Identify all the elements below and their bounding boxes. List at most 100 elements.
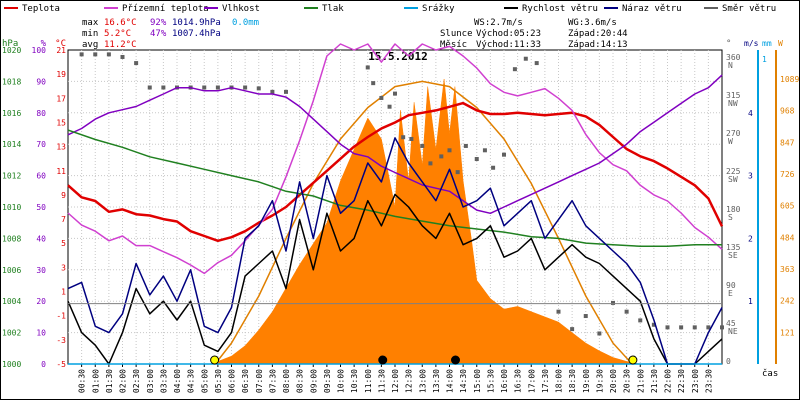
axis-tick-solar: 726	[780, 170, 795, 179]
legend-label: Směr větru	[722, 4, 776, 14]
x-tick-label: 12:30	[405, 369, 414, 393]
axis-tick-temperature: 21	[56, 46, 66, 55]
moonrise-time: Východ:11:33	[476, 40, 541, 50]
moonset-time: Západ:14:13	[568, 40, 628, 50]
x-tick-label: 06:30	[241, 369, 250, 393]
axis-tick-temperature: 11	[56, 167, 66, 176]
wind-direction-point	[583, 314, 588, 319]
axis-tick-humidity: 0	[41, 360, 46, 369]
axis-tick-humidity: 10	[36, 329, 46, 338]
x-tick-label: 16:00	[500, 369, 509, 393]
x-tick-label: 05:00	[200, 369, 209, 393]
axis-tick-direction: 315	[726, 91, 741, 100]
axis-unit-solar: W	[778, 39, 783, 48]
wind-direction-point	[365, 65, 370, 70]
axis-tick-temperature: -1	[56, 312, 66, 321]
wind-direction-point	[665, 325, 670, 330]
axis-tick-temperature: 17	[56, 94, 66, 103]
axis-unit-pressure: hPa	[2, 39, 18, 49]
wind-speed-info: WS:2.7m/s	[474, 18, 523, 28]
wind-direction-point	[692, 325, 697, 330]
legend-label: Tlak	[322, 4, 344, 14]
wind-direction-point	[463, 143, 468, 148]
solar-theoretical-line	[214, 80, 633, 365]
x-tick-label: 16:30	[514, 369, 523, 393]
wind-direction-point	[491, 165, 496, 170]
axis-dirlabel-direction: NW	[728, 99, 738, 108]
wind-direction-point	[679, 325, 684, 330]
x-tick-label: 15:30	[486, 369, 495, 393]
stats-max-label: max	[82, 18, 99, 28]
axis-tick-pressure: 1016	[2, 109, 21, 118]
stats-avg-label: avg	[82, 40, 98, 50]
series-line-náraz-větru	[67, 137, 723, 365]
axis-tick-direction: 180	[726, 205, 741, 214]
x-tick-label: 03:30	[159, 369, 168, 393]
axis-tick-humidity: 40	[36, 234, 46, 243]
axis-tick-pressure: 1010	[2, 203, 21, 212]
stats-max-press: 1014.9hPa	[172, 18, 221, 28]
wind-direction-point	[556, 309, 561, 314]
x-tick-label: 01:30	[105, 369, 114, 393]
wind-direction-point	[439, 154, 444, 159]
x-tick-label: 04:00	[173, 369, 182, 393]
wind-direction-point	[215, 85, 220, 90]
stats-min-label: min	[82, 29, 98, 39]
wind-direction-point	[371, 81, 376, 86]
axis-tick-pressure: 1002	[2, 329, 21, 338]
x-tick-label: 02:30	[132, 369, 141, 393]
wind-direction-point	[512, 67, 517, 72]
wind-direction-point	[284, 89, 288, 94]
legend-label: Teplota	[22, 4, 60, 14]
series-line-teplota	[67, 101, 724, 243]
x-tick-label: 03:00	[146, 369, 155, 393]
axis-tick-direction: 225	[726, 167, 741, 176]
stats-max-temp: 16.6°C	[104, 18, 137, 28]
axis-tick-pressure: 1018	[2, 77, 21, 86]
x-tick-label: 23:30	[704, 369, 713, 393]
wind-direction-point	[270, 89, 275, 94]
axis-tick-temperature: 7	[61, 215, 66, 224]
x-tick-label: 22:30	[677, 369, 686, 393]
axis-tick-temperature: -3	[56, 336, 66, 345]
wind-direction-point	[428, 161, 433, 166]
axis-tick-wind: 1	[748, 297, 753, 306]
axis-tick-pressure: 1000	[2, 360, 21, 369]
axis-tick-wind: 4	[748, 109, 753, 118]
axis-tick-direction: 45	[726, 319, 736, 328]
legend-label: Náraz větru	[622, 4, 682, 14]
x-tick-label: 12:00	[391, 369, 400, 393]
wind-direction-point	[379, 95, 384, 100]
wind-direction-point	[393, 91, 397, 96]
axis-tick-temperature: -5	[56, 360, 66, 369]
axis-unit-direction: °	[726, 39, 731, 49]
axis-tick-solar: 121	[780, 328, 795, 337]
axis-tick-temperature: 13	[56, 143, 66, 152]
axis-tick-solar: 968	[780, 107, 795, 116]
axis-tick-solar: 1089	[780, 75, 799, 84]
axis-tick-solar: 847	[780, 138, 795, 147]
x-tick-label: 20:30	[623, 369, 632, 393]
axis-unit-temperature: °C	[55, 39, 66, 49]
axis-tick-humidity: 60	[36, 172, 46, 181]
axis-tick-temperature: 15	[56, 118, 66, 127]
x-tick-label: 22:00	[664, 369, 673, 393]
x-tick-label: 20:00	[609, 369, 618, 393]
x-tick-label: 13:00	[418, 369, 427, 393]
wind-direction-point	[720, 325, 724, 330]
axis-tick-humidity: 20	[36, 297, 46, 306]
wind-direction-point	[106, 52, 111, 57]
sunrise-marker	[210, 355, 220, 365]
x-tick-label: 04:30	[187, 369, 196, 393]
axis-tick-temperature: 1	[61, 288, 66, 297]
series-line-vlhkost	[67, 74, 723, 215]
x-tick-label: 10:00	[337, 369, 346, 393]
wind-direction-point	[474, 157, 479, 162]
axis-unit-humidity: %	[41, 39, 47, 49]
wind-direction-point	[120, 54, 125, 59]
axis-tick-temperature: 9	[61, 191, 66, 200]
axis-dirlabel-direction: SW	[728, 175, 738, 184]
stats-max-hum: 92%	[150, 18, 167, 28]
wind-gust-info: WG:3.6m/s	[568, 18, 617, 28]
x-tick-label: 17:30	[541, 369, 550, 393]
